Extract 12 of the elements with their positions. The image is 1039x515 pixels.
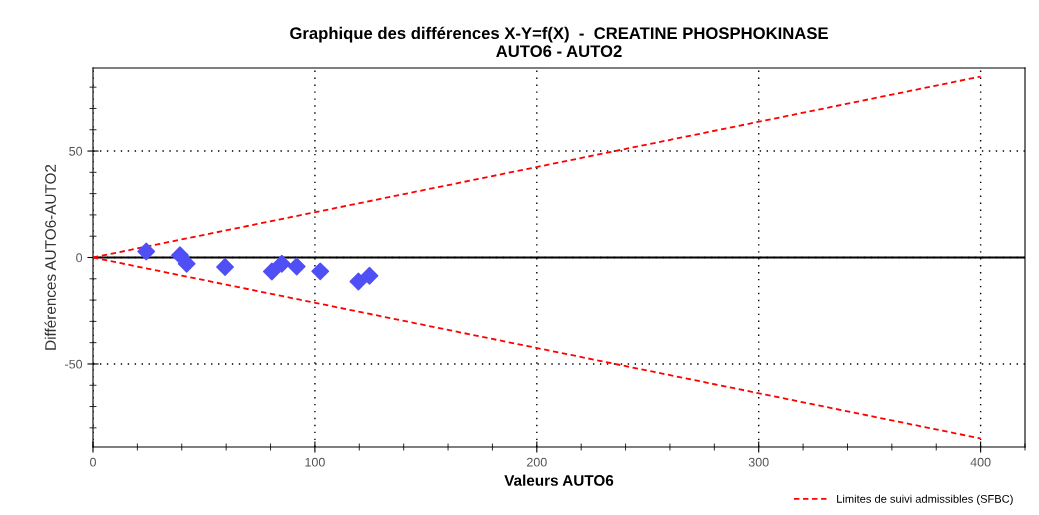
- y-tick-label: 50: [69, 146, 83, 156]
- x-tick-label: 400: [970, 457, 991, 467]
- y-axis-title: Différences AUTO6-AUTO2: [44, 164, 56, 350]
- legend-label: Limites de suivi admissibles (SFBC): [837, 494, 1013, 505]
- chart-title: Graphique des différences X-Y=f(X) - CREATINE PHOSPHOKINASE AUTO6 - AUTO2: [290, 26, 828, 58]
- x-tick-label: 100: [305, 457, 325, 467]
- x-axis-title: Valeurs AUTO6: [504, 474, 614, 486]
- x-tick-label: 200: [527, 457, 547, 467]
- y-tick-label: 0: [76, 253, 83, 263]
- x-tick-label: 300: [748, 457, 769, 467]
- y-tick-label: -50: [65, 359, 83, 369]
- x-tick-label: 0: [90, 457, 96, 467]
